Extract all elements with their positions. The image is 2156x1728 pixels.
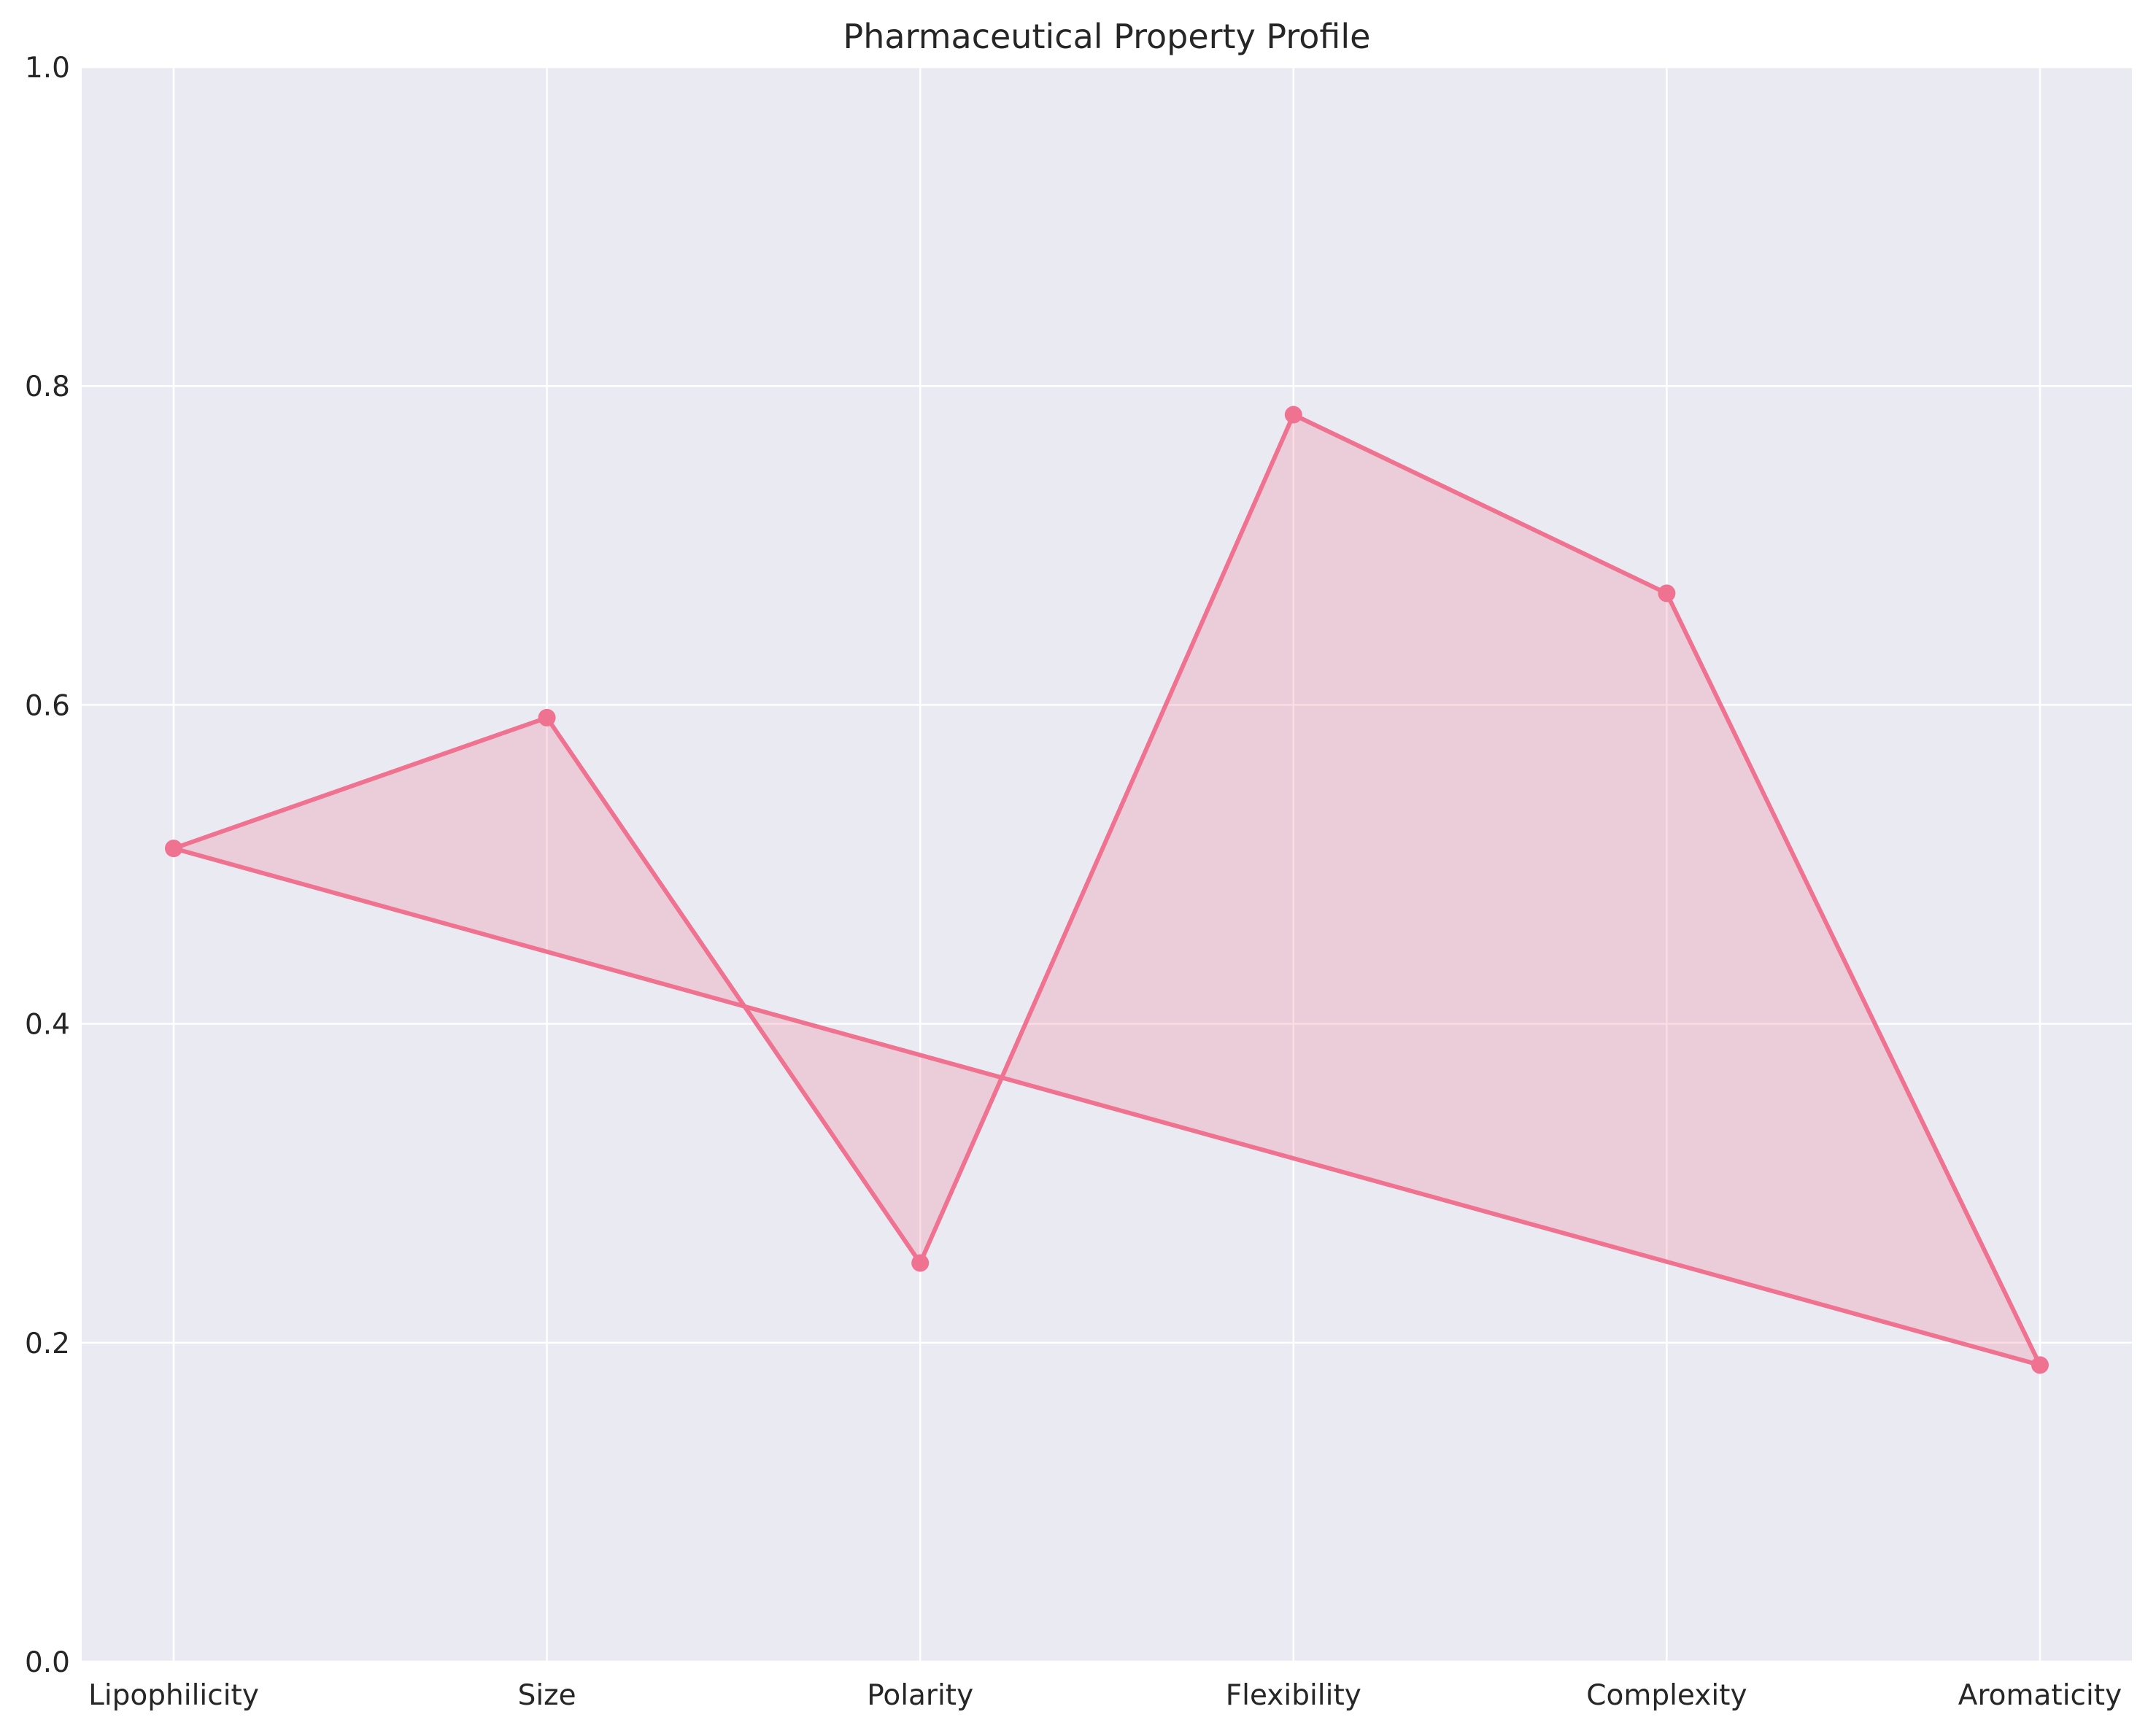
x-tick-label: Flexibility [1226, 1679, 1361, 1712]
x-tick-label: Lipophilicity [88, 1679, 259, 1712]
y-tick-label: 0.6 [25, 689, 70, 722]
grid-lines [82, 66, 2132, 1663]
series-layer [165, 406, 2049, 1374]
x-tick-label: Size [518, 1679, 576, 1712]
y-tick-label: 0.8 [25, 371, 70, 403]
x-tick-label: Complexity [1586, 1679, 1747, 1712]
data-point [1658, 584, 1676, 603]
y-tick-label: 0.4 [25, 1009, 70, 1042]
y-tick-label: 0.0 [25, 1646, 70, 1679]
x-tick-label: Aromaticity [1958, 1679, 2122, 1712]
chart-title: Pharmaceutical Property Profile [843, 17, 1371, 56]
x-tick-label: Polarity [867, 1679, 973, 1712]
data-point [911, 1254, 930, 1272]
y-tick-label: 1.0 [25, 52, 70, 85]
plot-area [82, 67, 2132, 1662]
series-area-fill [174, 414, 2040, 1365]
y-tick-label: 0.2 [25, 1328, 70, 1360]
axis-labels: 0.0 0.2 0.4 0.6 0.8 1.0 Lipophilicity Size Polar… [25, 52, 2122, 1712]
data-point [165, 840, 182, 858]
data-point [1284, 406, 1302, 424]
data-point [538, 708, 556, 727]
data-point [2031, 1356, 2049, 1374]
